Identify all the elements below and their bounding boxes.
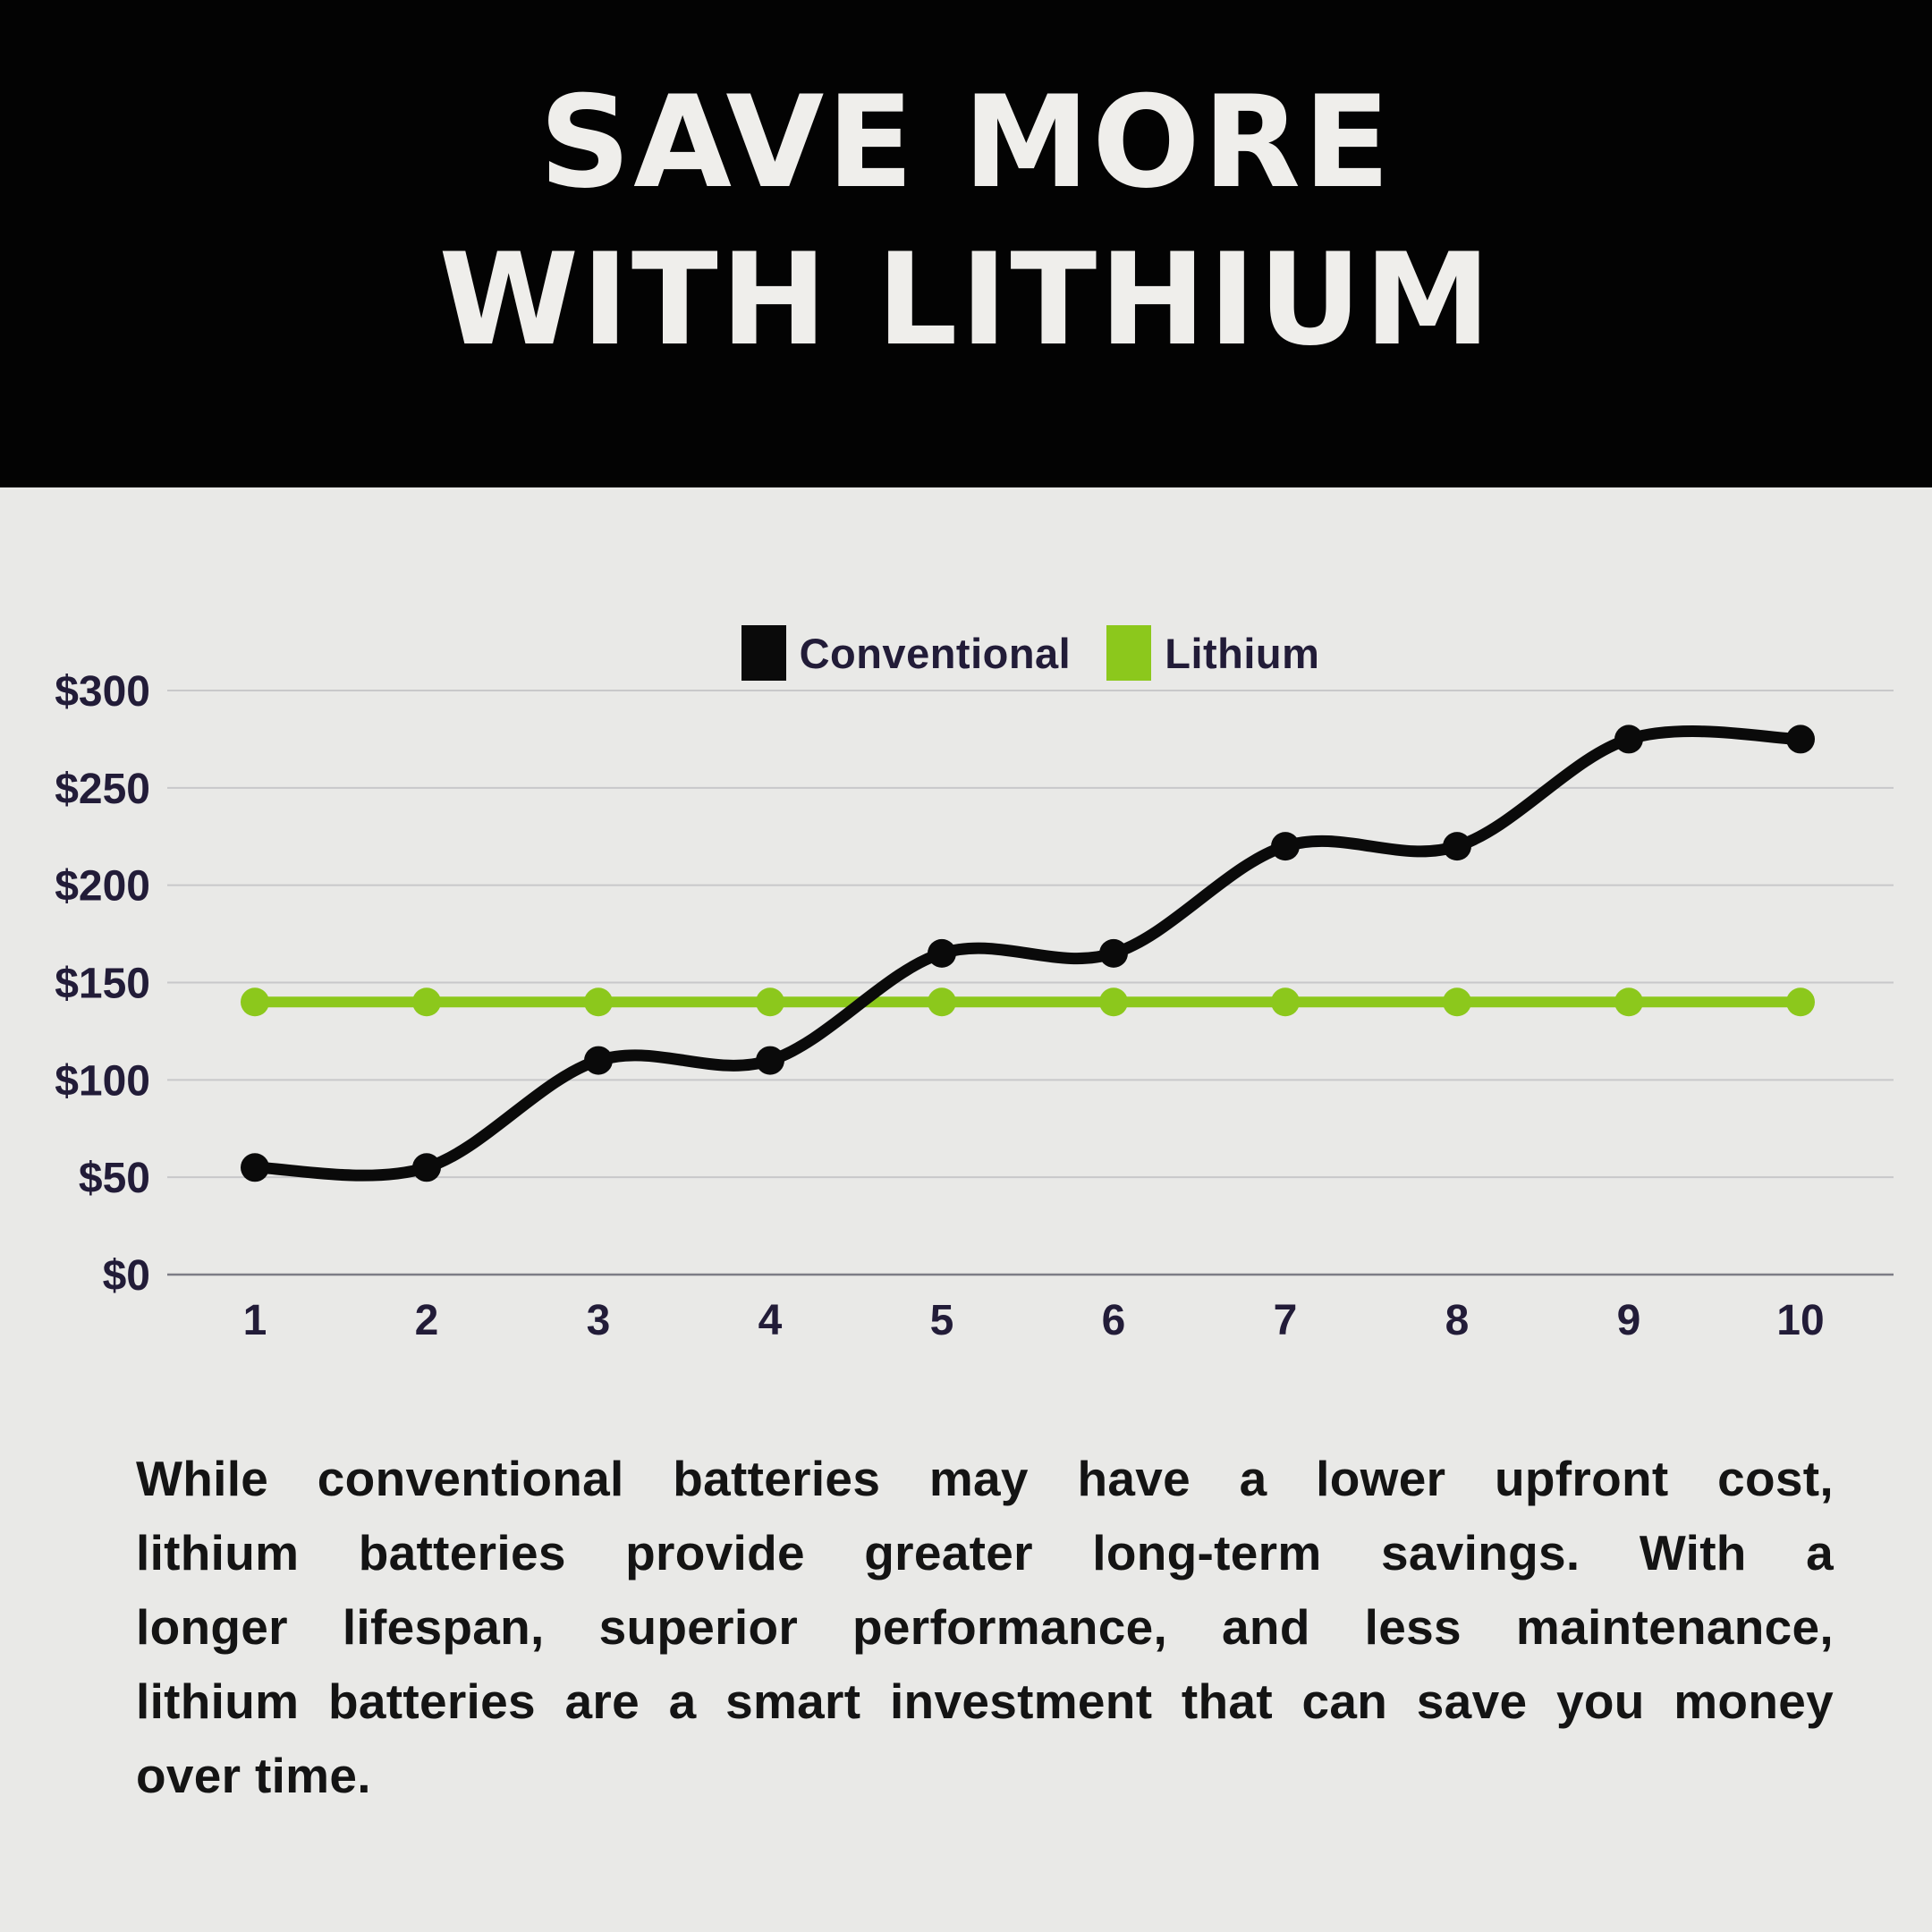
lithium-data-point xyxy=(1443,987,1471,1017)
conventional-data-point xyxy=(584,1046,613,1075)
y-tick-label: $250 xyxy=(55,766,150,813)
conventional-data-point xyxy=(928,938,956,968)
conventional-data-point xyxy=(241,1153,269,1182)
body-text-line: While conventional batteries may have a … xyxy=(136,1451,1834,1506)
page-title-line1: SAVE MORE xyxy=(538,69,1394,216)
lithium-data-point xyxy=(1614,987,1643,1017)
legend-swatch-conventional xyxy=(741,625,786,681)
chart-legend: Conventional Lithium xyxy=(167,624,1894,682)
x-tick-label: 3 xyxy=(587,1297,611,1344)
lithium-data-point xyxy=(756,987,784,1017)
lithium-data-point xyxy=(1099,987,1128,1017)
y-tick-label: $100 xyxy=(55,1057,150,1105)
y-tick-label: $200 xyxy=(55,863,150,911)
lithium-data-point xyxy=(584,987,613,1017)
header-banner: SAVE MORE WITH LITHIUM xyxy=(0,0,1932,487)
page-title-line2: WITH LITHIUM xyxy=(438,226,1494,374)
x-tick-label: 4 xyxy=(758,1297,783,1344)
conventional-data-point xyxy=(1614,724,1643,754)
conventional-data-point xyxy=(1443,832,1471,861)
x-tick-label: 5 xyxy=(930,1297,954,1344)
legend-item-conventional: Conventional xyxy=(741,625,1072,681)
conventional-data-point xyxy=(412,1153,441,1182)
conventional-data-point xyxy=(1271,832,1300,861)
x-tick-label: 10 xyxy=(1776,1297,1824,1344)
lithium-data-point xyxy=(241,987,269,1017)
x-tick-label: 1 xyxy=(243,1297,267,1344)
y-tick-label: $150 xyxy=(55,961,150,1008)
lithium-data-point xyxy=(1271,987,1300,1017)
lithium-data-point xyxy=(928,987,956,1017)
conventional-data-point xyxy=(1099,938,1128,968)
body-text-line: lithium batteries are a smart investment… xyxy=(136,1674,1834,1729)
y-tick-label: $300 xyxy=(55,668,150,716)
lithium-data-point xyxy=(412,987,441,1017)
legend-swatch-lithium xyxy=(1106,625,1152,681)
legend-label-conventional: Conventional xyxy=(799,629,1072,677)
legend-item-lithium: Lithium xyxy=(1106,625,1319,681)
body-text-line: over time. xyxy=(136,1748,371,1803)
x-tick-label: 6 xyxy=(1102,1297,1126,1344)
x-tick-label: 9 xyxy=(1617,1297,1641,1344)
legend-label-lithium: Lithium xyxy=(1165,629,1320,677)
conventional-data-point xyxy=(756,1046,784,1075)
body-text-line: longer lifespan, superior performance, a… xyxy=(136,1599,1834,1655)
lithium-data-point xyxy=(1786,987,1815,1017)
x-tick-label: 8 xyxy=(1445,1297,1470,1344)
y-tick-label: $0 xyxy=(103,1252,150,1300)
body-paragraph: While conventional batteries may have a … xyxy=(136,1442,1834,1813)
body-text-line: lithium batteries provide greater long-t… xyxy=(136,1525,1834,1580)
x-tick-label: 2 xyxy=(415,1297,439,1344)
conventional-data-point xyxy=(1786,724,1815,754)
conventional-line xyxy=(249,725,1807,1182)
x-tick-label: 7 xyxy=(1274,1297,1298,1344)
y-tick-label: $50 xyxy=(79,1155,150,1202)
